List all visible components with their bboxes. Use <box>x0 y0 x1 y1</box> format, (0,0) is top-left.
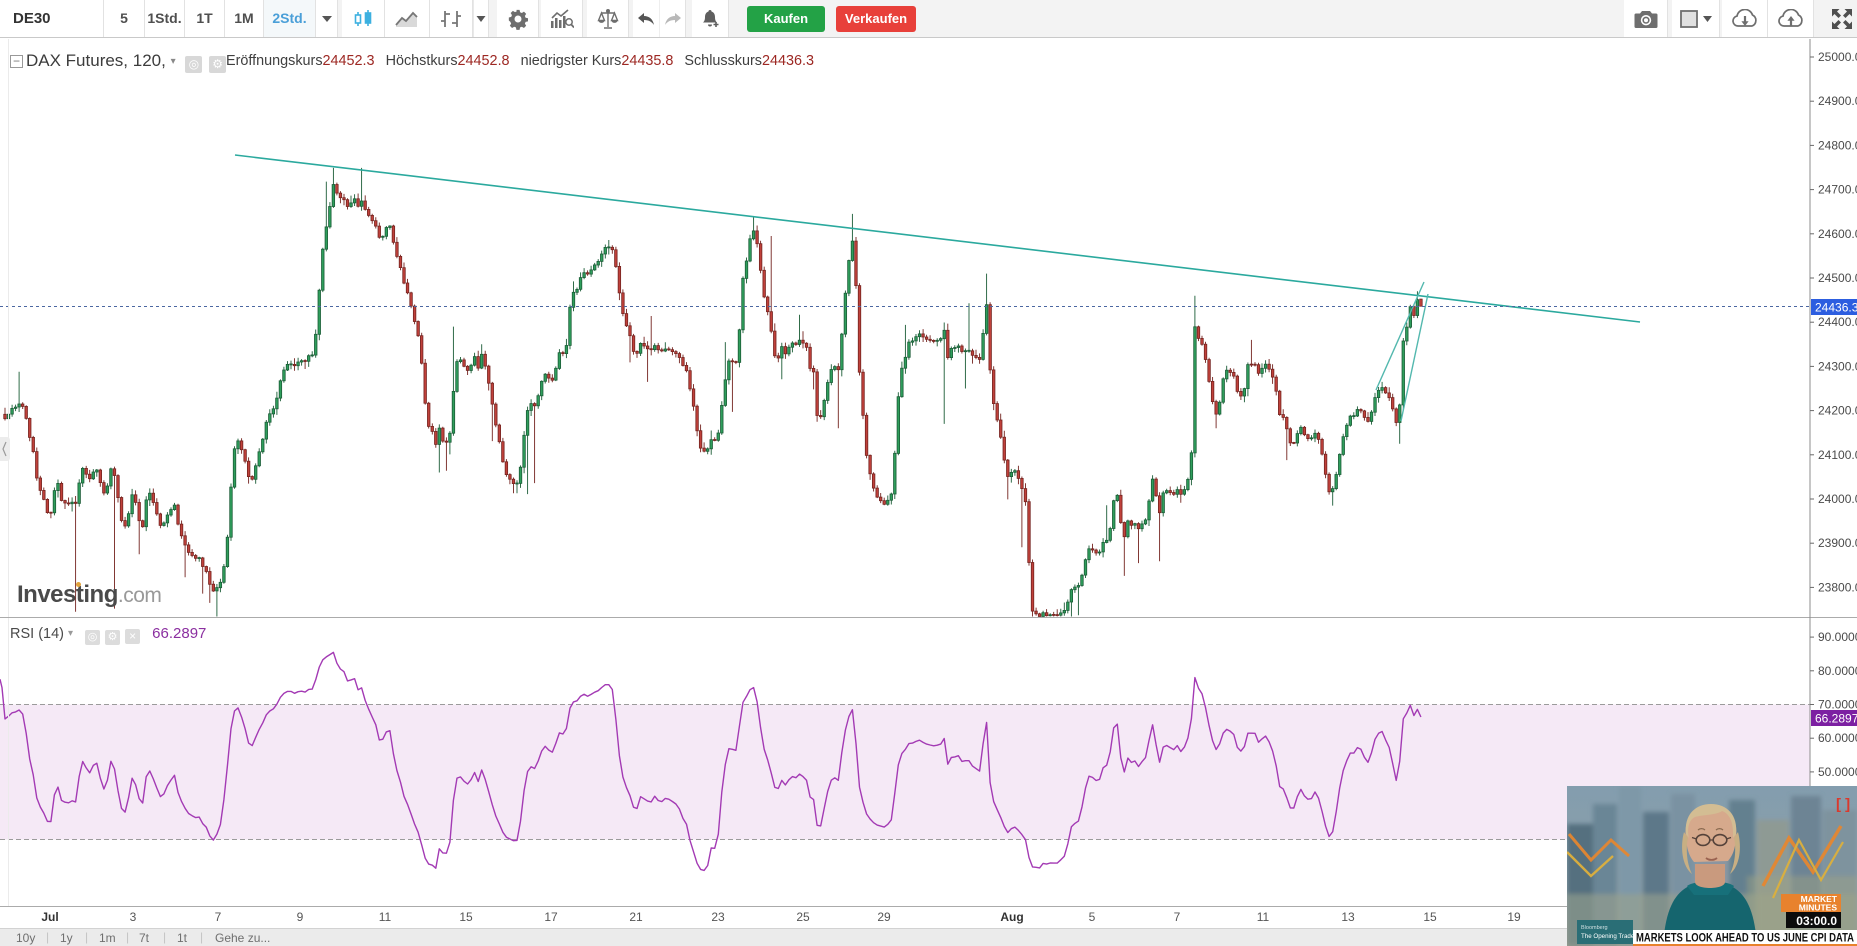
svg-text:24300.0: 24300.0 <box>1818 359 1857 373</box>
svg-text:24436.3: 24436.3 <box>1815 301 1857 315</box>
svg-text:23: 23 <box>711 910 725 924</box>
svg-text:24000.0: 24000.0 <box>1818 492 1857 506</box>
svg-text:24900.0: 24900.0 <box>1818 94 1857 108</box>
svg-text:66.2897: 66.2897 <box>1815 712 1857 726</box>
svg-text:24800.0: 24800.0 <box>1818 138 1857 152</box>
svg-text:7: 7 <box>1174 910 1181 924</box>
svg-text:24100.0: 24100.0 <box>1818 448 1857 462</box>
svg-text:24500.0: 24500.0 <box>1818 271 1857 285</box>
svg-text:MARKETS LOOK AHEAD TO US JUNE: MARKETS LOOK AHEAD TO US JUNE CPI DATA <box>1636 933 1854 945</box>
svg-text:Bloomberg: Bloomberg <box>1581 925 1608 931</box>
svg-text:24700.0: 24700.0 <box>1818 183 1857 197</box>
svg-text:Aug: Aug <box>1000 910 1023 924</box>
svg-text:15: 15 <box>459 910 473 924</box>
svg-text:Jul: Jul <box>41 910 58 924</box>
svg-text:MARKET: MARKET <box>1801 894 1838 904</box>
svg-text:[ ]: [ ] <box>1836 796 1850 813</box>
svg-text:The Opening Trade: The Opening Trade <box>1581 933 1635 940</box>
svg-text:24200.0: 24200.0 <box>1818 404 1857 418</box>
svg-text:19: 19 <box>1507 910 1521 924</box>
svg-text:23800.0: 23800.0 <box>1818 580 1857 594</box>
svg-text:29: 29 <box>877 910 891 924</box>
svg-text:24400.0: 24400.0 <box>1818 315 1857 329</box>
svg-text:11: 11 <box>1257 910 1270 924</box>
svg-text:21: 21 <box>629 910 643 924</box>
svg-text:3: 3 <box>130 910 137 924</box>
svg-text:11: 11 <box>379 910 392 924</box>
svg-text:MINUTES: MINUTES <box>1799 903 1838 913</box>
svg-text:15: 15 <box>1423 910 1437 924</box>
svg-text:80.0000: 80.0000 <box>1818 664 1857 678</box>
svg-text:24600.0: 24600.0 <box>1818 227 1857 241</box>
svg-text:70.0000: 70.0000 <box>1818 698 1857 712</box>
svg-text:17: 17 <box>544 910 558 924</box>
svg-text:7: 7 <box>215 910 222 924</box>
svg-text:5: 5 <box>1089 910 1096 924</box>
svg-text:60.0000: 60.0000 <box>1818 731 1857 745</box>
svg-text:50.0000: 50.0000 <box>1818 765 1857 779</box>
svg-text:03:00.0: 03:00.0 <box>1796 914 1837 928</box>
svg-text:13: 13 <box>1341 910 1355 924</box>
svg-text:9: 9 <box>297 910 304 924</box>
svg-text:25000.0: 25000.0 <box>1818 50 1857 64</box>
svg-text:23900.0: 23900.0 <box>1818 536 1857 550</box>
svg-text:25: 25 <box>796 910 810 924</box>
svg-text:90.0000: 90.0000 <box>1818 630 1857 644</box>
